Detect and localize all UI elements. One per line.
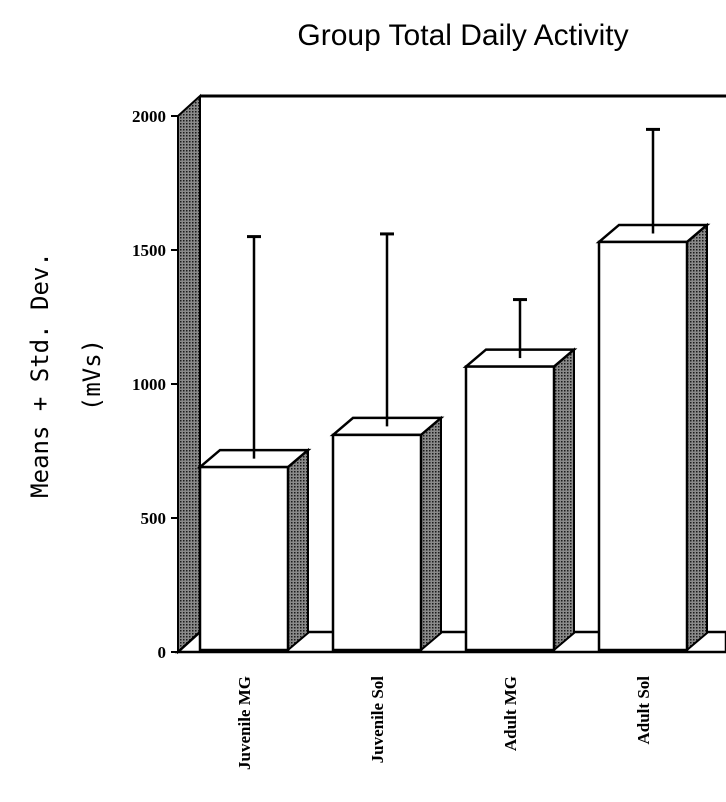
y-axis-label-line1: Means + Std. Dev. — [26, 252, 54, 498]
x-tick-label: Juvenile Sol — [368, 676, 387, 764]
bar — [198, 465, 290, 652]
bar-side — [686, 222, 708, 653]
bar-group — [462, 298, 578, 653]
x-tick-label: Adult MG — [501, 676, 520, 751]
y-tick-label: 1000 — [132, 375, 166, 394]
bar-group — [329, 232, 445, 653]
y-tick-label: 2000 — [132, 107, 166, 126]
bar-side — [420, 415, 442, 653]
bar-group — [196, 235, 312, 653]
bar-side — [553, 347, 575, 653]
bar-group — [595, 127, 711, 653]
x-axis-labels: Juvenile MG Juvenile Sol Adult MG Adult Sol — [235, 676, 653, 770]
chart-title: Group Total Daily Activity — [297, 19, 628, 52]
y-tick-label: 500 — [141, 509, 167, 528]
y-tick-label: 1500 — [132, 241, 166, 260]
plot-frame — [174, 93, 726, 655]
bars — [196, 127, 711, 653]
floor — [174, 630, 726, 654]
left-wall — [177, 93, 201, 655]
y-tick-label: 0 — [158, 643, 167, 662]
bar-side — [287, 447, 309, 653]
x-tick-label: Adult Sol — [634, 676, 653, 745]
bar — [597, 240, 689, 652]
y-axis-label-line2: (mVs) — [78, 339, 106, 411]
y-axis: 0 500 1000 1500 2000 — [132, 107, 178, 662]
x-tick-label: Juvenile MG — [235, 676, 254, 770]
bar — [331, 433, 423, 652]
bar — [464, 365, 556, 652]
